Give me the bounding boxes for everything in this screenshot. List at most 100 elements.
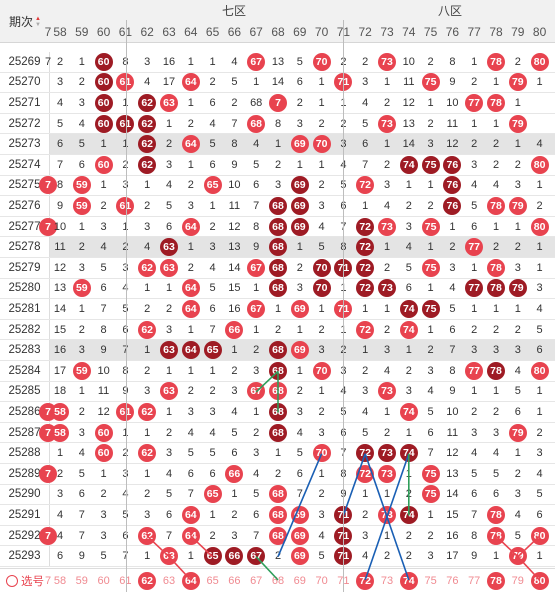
number-cell: 3 [289, 402, 311, 422]
number-cell: 9 [463, 546, 485, 566]
selected-number-ball[interactable]: 64 [181, 572, 200, 590]
omission-count: 7 [253, 199, 260, 212]
select-number[interactable]: 69 [289, 569, 311, 592]
number-cell: 1 [289, 361, 311, 381]
number-cell: 2 [398, 526, 420, 546]
omission-count: 14 [228, 261, 241, 274]
column-number: 63 [162, 25, 176, 39]
number-cell: 7 [71, 526, 93, 546]
column-number: 68 [271, 25, 285, 39]
drawn-number-ball: 78 [487, 505, 505, 524]
omission-count: 6 [362, 138, 369, 151]
number-cell: 3 [420, 546, 442, 566]
drawn-number-ball: 66 [225, 320, 244, 339]
drawn-number-ball: 74 [399, 402, 418, 421]
omission-count: 7 [122, 344, 128, 356]
select-number[interactable]: 76 [441, 569, 463, 592]
select-number[interactable]: 77 [463, 569, 485, 592]
select-toggle[interactable]: 选号 [0, 569, 50, 592]
omission-count: 4 [362, 550, 369, 563]
sort-arrows-icon[interactable]: ▲ ▼ [35, 15, 41, 28]
number-cell: 80 [529, 217, 551, 237]
select-number-label: 65 [206, 575, 219, 587]
omission-count: 2 [383, 426, 391, 439]
drawn-number-ball: 80 [530, 52, 549, 71]
selected-number-ball[interactable]: 62 [138, 572, 157, 590]
drawn-number-ball: 60 [94, 93, 113, 112]
omission-count: 5 [471, 199, 478, 212]
select-number[interactable]: 65 [202, 569, 224, 592]
number-cell: 1 [71, 382, 93, 402]
select-number[interactable]: 59 [71, 569, 93, 592]
select-number[interactable]: 61 [114, 569, 136, 592]
number-cell: 2 [71, 237, 93, 257]
select-number[interactable]: 63 [158, 569, 180, 592]
omission-count: 2 [492, 323, 500, 336]
omission-count: 6 [100, 282, 107, 295]
select-number[interactable]: 62 [136, 569, 158, 592]
omission-count: 2 [274, 158, 282, 171]
selected-number-ball[interactable]: 72 [356, 572, 375, 590]
omission-count: 1 [187, 158, 194, 171]
select-number[interactable]: 68 [267, 569, 289, 592]
table-row: 2528316397163646512686932131273336 [0, 340, 555, 361]
select-number[interactable]: 75 [420, 569, 442, 592]
number-cell: 11 [49, 237, 71, 257]
omission-count: 1 [144, 426, 151, 439]
selected-number-ball[interactable]: 78 [487, 572, 505, 590]
omission-count: 1 [100, 467, 107, 480]
select-number[interactable]: 58 [49, 569, 71, 592]
omission-count: 4 [514, 364, 521, 377]
number-cell: 6 [529, 505, 551, 525]
drawn-number-ball: 69 [290, 341, 309, 360]
number-cell: 72 [354, 237, 376, 257]
select-number[interactable]: 67 [245, 569, 267, 592]
number-cell: 80 [529, 52, 551, 72]
select-number[interactable]: 78 [485, 569, 507, 592]
omission-count: 2 [56, 55, 64, 68]
omission-count: 1 [536, 241, 543, 254]
number-cell: 3 [420, 134, 442, 154]
number-cell: 1 [289, 155, 311, 175]
omission-count: 2 [187, 385, 194, 398]
number-cell: 5 [245, 155, 267, 175]
selected-number-ball[interactable]: 74 [399, 572, 418, 590]
number-cell: 1 [463, 114, 485, 134]
select-number[interactable]: 66 [223, 569, 245, 592]
select-circle-icon[interactable] [6, 575, 18, 587]
omission-count: 7 [100, 302, 107, 315]
select-number[interactable]: 7 [37, 569, 59, 592]
number-cell: 7 [245, 526, 267, 546]
number-cell: 4 [485, 443, 507, 463]
column-number: 74 [402, 25, 416, 39]
select-number[interactable]: 60 [93, 569, 115, 592]
number-cell: 79 [507, 196, 529, 216]
number-cell: 2 [354, 361, 376, 381]
number-cell: 5 [289, 443, 311, 463]
number-cell: 61 [114, 73, 136, 93]
omission-count: 3 [122, 179, 128, 191]
omission-count: 7 [187, 488, 194, 501]
period-sort-header[interactable]: 期次 ▲ ▼ [0, 0, 50, 43]
number-cell: 63 [158, 258, 180, 278]
number-cell: 3 [267, 176, 289, 196]
omission-count: 1 [514, 138, 521, 151]
select-number[interactable]: 74 [398, 569, 420, 592]
drawn-number-ball: 62 [138, 114, 157, 133]
number-cell: 64 [180, 299, 202, 319]
select-number[interactable]: 70 [311, 569, 333, 592]
omission-count: 4 [144, 76, 151, 89]
number-cell: 2 [93, 485, 115, 505]
drawn-number-ball: 77 [465, 361, 484, 380]
period-number: 25273 [0, 134, 50, 154]
select-number[interactable]: 64 [180, 569, 202, 592]
select-number[interactable]: 80 [529, 569, 551, 592]
number-cell: 75 [420, 73, 442, 93]
selected-number-ball[interactable]: 80 [530, 572, 549, 590]
select-number[interactable]: 79 [507, 569, 529, 592]
select-number[interactable]: 73 [376, 569, 398, 592]
omission-count: 5 [253, 158, 260, 171]
number-cell: 3 [463, 155, 485, 175]
select-number[interactable]: 72 [354, 569, 376, 592]
drawn-number-ball: 73 [378, 217, 396, 236]
